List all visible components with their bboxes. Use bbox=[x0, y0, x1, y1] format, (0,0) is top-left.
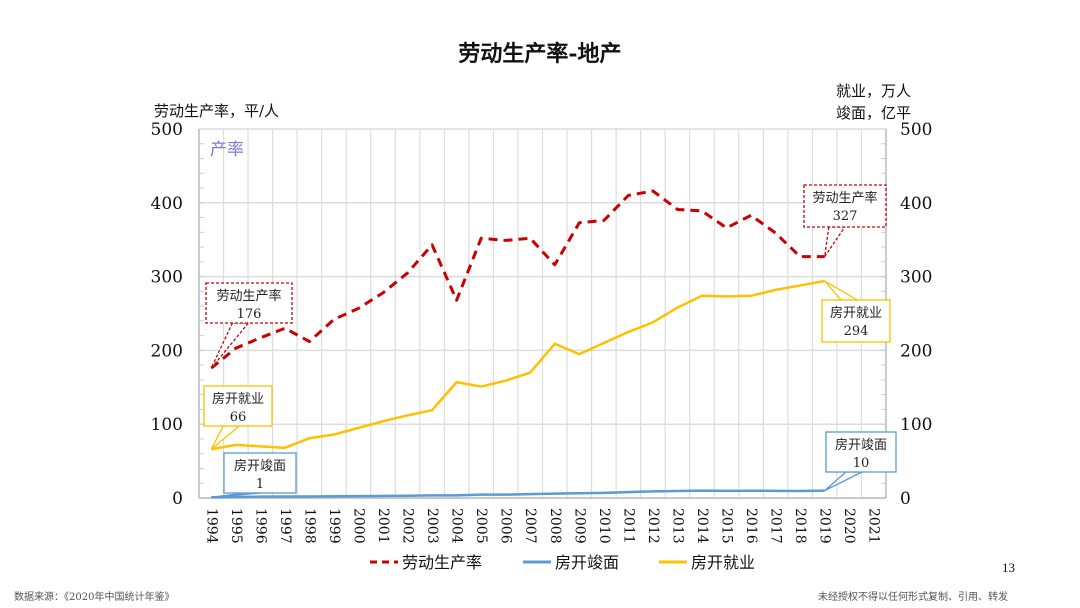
callout-label: 劳动生产率 bbox=[216, 288, 281, 304]
legend-label: 劳动生产率 bbox=[402, 553, 482, 572]
x-tick-label: 2021 bbox=[866, 508, 882, 544]
series-line-1 bbox=[211, 489, 825, 499]
callout-box bbox=[205, 282, 293, 324]
callout-pointer bbox=[210, 322, 250, 369]
x-tick-label: 2020 bbox=[841, 508, 857, 544]
x-tick-label: 2001 bbox=[375, 508, 391, 544]
callout-label: 房开就业 bbox=[830, 305, 882, 321]
y-tick-right: 300 bbox=[900, 268, 932, 288]
x-tick-label: 2007 bbox=[522, 508, 538, 544]
callout-box bbox=[803, 184, 887, 228]
x-tick-label: 2012 bbox=[645, 508, 661, 544]
callout-label: 房开就业 bbox=[212, 391, 264, 407]
callout-value: 176 bbox=[237, 307, 262, 322]
y-tick-left: 100 bbox=[151, 415, 183, 435]
x-tick-label: 2014 bbox=[694, 508, 710, 544]
y-axis-right-label-2: 竣面，亿平 bbox=[836, 104, 912, 122]
chart-title: 劳动生产率-地产 bbox=[458, 41, 622, 67]
x-tick-label: 1995 bbox=[228, 508, 244, 544]
x-tick-label: 1994 bbox=[203, 508, 219, 544]
x-tick-label: 2008 bbox=[547, 508, 563, 544]
callout-pointer bbox=[824, 280, 860, 301]
x-tick-label: 2011 bbox=[620, 508, 636, 544]
y-tick-right: 500 bbox=[900, 120, 932, 140]
y-tick-left: 0 bbox=[172, 489, 183, 509]
callout-box bbox=[821, 299, 891, 343]
callout-box bbox=[223, 452, 297, 494]
series-line-2 bbox=[211, 279, 825, 451]
y-tick-right: 400 bbox=[900, 194, 932, 214]
y-tick-left: 300 bbox=[151, 268, 183, 288]
x-tick-label: 2003 bbox=[424, 508, 440, 544]
x-tick-label: 2002 bbox=[400, 508, 416, 544]
x-tick-label: 2009 bbox=[571, 508, 587, 544]
x-tick-label: 1998 bbox=[301, 508, 317, 544]
callout-value: 1 bbox=[256, 477, 264, 492]
x-tick-label: 2006 bbox=[498, 508, 514, 544]
y-tick-right: 200 bbox=[900, 341, 932, 361]
x-tick-label: 1999 bbox=[326, 508, 342, 544]
data-source: 数据来源：《2020年中国统计年鉴》 bbox=[14, 592, 175, 603]
legend-label: 房开就业 bbox=[691, 553, 755, 572]
callout-label: 房开竣面 bbox=[835, 437, 887, 453]
x-tick-label: 2019 bbox=[817, 508, 833, 544]
callout-label: 房开竣面 bbox=[234, 458, 286, 474]
y-tick-left: 500 bbox=[151, 120, 183, 140]
callout-value: 66 bbox=[230, 410, 247, 425]
y-axis-right-label-1: 就业，万人 bbox=[836, 82, 912, 100]
x-tick-label: 2016 bbox=[743, 508, 759, 544]
legend-label: 房开竣面 bbox=[555, 553, 619, 572]
x-tick-label: 1997 bbox=[277, 508, 293, 544]
page-number: 13 bbox=[1002, 560, 1015, 575]
x-tick-label: 2018 bbox=[792, 508, 808, 544]
callout-box bbox=[825, 431, 897, 473]
x-tick-label: 2017 bbox=[768, 508, 784, 544]
callout-value: 327 bbox=[833, 209, 858, 224]
x-tick-label: 2013 bbox=[669, 508, 685, 544]
copyright-notice: 未经授权不得以任何形式复制、引用、转发 bbox=[818, 592, 1008, 603]
callout-pointer bbox=[824, 226, 847, 258]
y-tick-left: 200 bbox=[151, 341, 183, 361]
callout-value: 294 bbox=[844, 324, 869, 339]
x-tick-label: 2015 bbox=[719, 508, 735, 544]
y-tick-left: 400 bbox=[151, 194, 183, 214]
x-tick-label: 2010 bbox=[596, 508, 612, 544]
x-tick-label: 1996 bbox=[252, 508, 268, 544]
callout-label: 劳动生产率 bbox=[812, 190, 877, 206]
x-tick-label: 2005 bbox=[473, 508, 489, 544]
y-tick-right: 0 bbox=[900, 489, 911, 509]
watermark-text: 产率 bbox=[210, 140, 244, 160]
x-tick-label: 2004 bbox=[449, 508, 465, 544]
x-tick-label: 2000 bbox=[350, 508, 366, 544]
callout-box bbox=[203, 385, 273, 427]
callout-pointer bbox=[824, 471, 863, 492]
y-tick-right: 100 bbox=[900, 415, 932, 435]
series-line-0 bbox=[210, 189, 825, 370]
y-axis-left-label: 劳动生产率，平/人 bbox=[154, 102, 280, 120]
callout-value: 10 bbox=[853, 456, 870, 471]
